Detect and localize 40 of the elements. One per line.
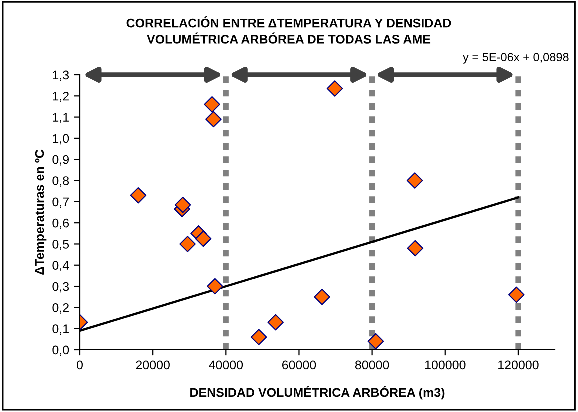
x-tick-label: 80000 xyxy=(355,360,390,370)
point xyxy=(407,240,424,257)
point xyxy=(326,80,344,97)
point xyxy=(174,196,192,214)
point xyxy=(406,172,424,189)
point xyxy=(314,288,330,306)
y-tick-label: 0,8 xyxy=(52,176,70,187)
y-tick-label: 0,7 xyxy=(52,198,69,208)
point xyxy=(268,314,284,331)
text: y = 5E-06x + 0,0898 xyxy=(463,53,569,64)
y-tick-label: 1,1 xyxy=(53,113,69,124)
point xyxy=(508,286,525,304)
y-axis-title: ΔTemperaturas en ºC xyxy=(35,150,47,275)
y-tick-label: 0,1 xyxy=(52,324,69,335)
y-tick-label: 0,2 xyxy=(52,303,69,314)
y-tick-label: 1,2 xyxy=(53,92,69,102)
x-tick-label: 0 xyxy=(77,360,83,370)
y-tick-label: 0,9 xyxy=(52,155,69,166)
x-tick-label: 120000 xyxy=(498,360,539,370)
x-axis-title: DENSIDAD VOLUMÉTRICA ARBÓREA (m3) xyxy=(190,386,445,400)
point xyxy=(204,96,220,113)
point xyxy=(368,333,384,350)
x-tick-label: 20000 xyxy=(136,360,170,370)
point xyxy=(130,187,147,204)
y-tick-label: 1,3 xyxy=(53,70,70,82)
x-tick-label: 100000 xyxy=(425,360,466,370)
point xyxy=(207,278,224,295)
x-tick-label: 60000 xyxy=(282,360,316,370)
y-tick-label: 0,5 xyxy=(52,240,70,250)
y-tick-label: 0,4 xyxy=(52,261,70,272)
point xyxy=(250,329,268,346)
y-tick-label: 0,0 xyxy=(52,346,70,356)
point xyxy=(206,111,222,128)
chart-title: CORRELACIÓN ENTRE ΔTEMPERATURA Y DENSIDAD VOLUMÉTRICA ARBÓREA DE TODAS LAS AME xyxy=(126,16,452,44)
point xyxy=(195,230,212,248)
y-tick-label: 1,0 xyxy=(53,134,70,145)
y-tick-label: 0,3 xyxy=(52,282,70,293)
y-tick-label: 0,6 xyxy=(52,218,70,230)
point xyxy=(180,236,196,252)
x-tick-label: 40000 xyxy=(209,360,244,370)
